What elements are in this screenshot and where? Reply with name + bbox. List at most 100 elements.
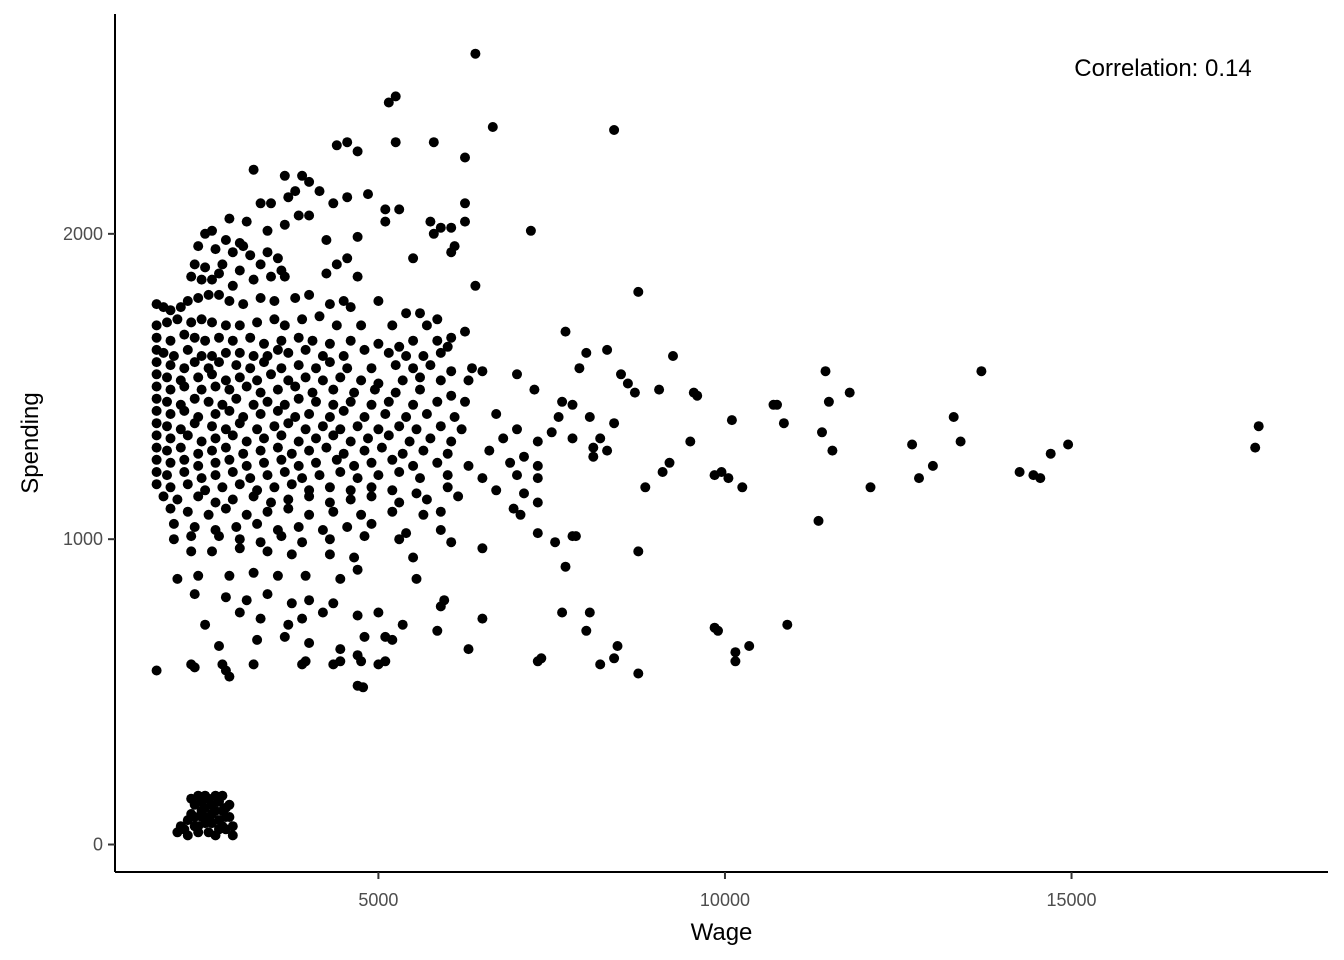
data-point <box>574 363 585 374</box>
data-point <box>383 347 394 358</box>
data-point <box>629 387 640 398</box>
data-point <box>259 338 269 349</box>
data-point <box>408 335 419 346</box>
data-point <box>151 405 162 416</box>
data-point <box>460 198 470 209</box>
data-point <box>207 445 217 456</box>
data-point <box>335 372 346 383</box>
data-point <box>200 262 211 273</box>
data-point <box>214 268 224 279</box>
data-point <box>189 393 200 404</box>
data-point <box>338 448 349 459</box>
data-point <box>241 595 252 606</box>
data-point <box>865 482 876 493</box>
data-point <box>186 317 197 328</box>
data-point <box>207 351 217 361</box>
data-point <box>609 418 620 429</box>
data-point <box>373 470 384 481</box>
data-point <box>428 228 439 239</box>
data-point <box>324 549 335 560</box>
data-point <box>525 225 536 236</box>
data-point <box>182 479 193 490</box>
data-point <box>553 412 564 422</box>
data-point <box>193 293 204 303</box>
data-point <box>387 485 398 496</box>
data-point <box>293 332 304 343</box>
data-point <box>363 433 373 444</box>
data-point <box>588 451 599 462</box>
data-point <box>252 424 263 435</box>
data-point <box>245 363 256 374</box>
data-point <box>584 412 595 422</box>
data-point <box>581 625 592 636</box>
data-point <box>297 613 308 624</box>
data-point <box>976 366 987 377</box>
data-point <box>224 799 235 810</box>
data-point <box>324 534 335 545</box>
data-point <box>356 375 367 386</box>
y-tick-label: 0 <box>93 835 103 855</box>
data-point <box>335 573 346 584</box>
data-point <box>193 460 204 471</box>
data-point <box>220 347 231 358</box>
data-point <box>266 271 276 282</box>
data-point <box>210 790 221 801</box>
data-point <box>248 399 259 410</box>
data-point <box>283 619 294 630</box>
data-point <box>369 384 380 395</box>
data-point <box>304 176 315 187</box>
data-point <box>272 405 283 416</box>
data-point <box>352 271 363 282</box>
data-point <box>217 790 228 801</box>
data-point <box>498 433 509 444</box>
data-point <box>231 360 242 371</box>
data-point <box>401 351 412 361</box>
data-point <box>820 366 831 377</box>
data-point <box>314 311 325 322</box>
data-point <box>484 445 495 456</box>
data-point <box>387 506 398 517</box>
data-point <box>179 405 190 416</box>
data-point <box>366 482 377 493</box>
data-point <box>477 613 488 624</box>
data-point <box>345 302 356 313</box>
data-point <box>335 424 346 435</box>
data-point <box>397 375 408 386</box>
data-point <box>394 341 405 352</box>
data-point <box>220 442 231 453</box>
data-point <box>321 442 332 453</box>
data-point <box>245 250 256 261</box>
data-point <box>165 503 176 514</box>
data-point <box>179 454 190 465</box>
data-point <box>415 473 425 484</box>
data-point <box>262 589 273 600</box>
data-point <box>584 607 595 618</box>
data-point <box>220 592 231 603</box>
data-point <box>238 241 249 252</box>
data-point <box>234 534 245 545</box>
data-point <box>186 271 197 282</box>
data-point <box>179 363 190 374</box>
data-point <box>813 515 824 526</box>
data-point <box>224 384 235 395</box>
data-point <box>338 351 349 361</box>
data-point <box>363 189 373 200</box>
data-point <box>290 186 301 197</box>
data-point <box>328 430 339 441</box>
data-point <box>151 467 162 477</box>
data-point <box>463 644 474 655</box>
data-point <box>200 485 211 496</box>
data-point <box>210 433 221 444</box>
data-point <box>331 454 342 465</box>
data-point <box>297 314 308 325</box>
data-point <box>252 375 263 386</box>
data-point <box>210 470 221 481</box>
data-point <box>283 375 294 386</box>
data-point <box>259 457 269 468</box>
data-point <box>272 442 283 453</box>
data-point <box>245 332 256 343</box>
data-point <box>335 467 346 477</box>
data-point <box>446 537 457 548</box>
data-point <box>286 598 297 609</box>
data-point <box>193 827 204 838</box>
